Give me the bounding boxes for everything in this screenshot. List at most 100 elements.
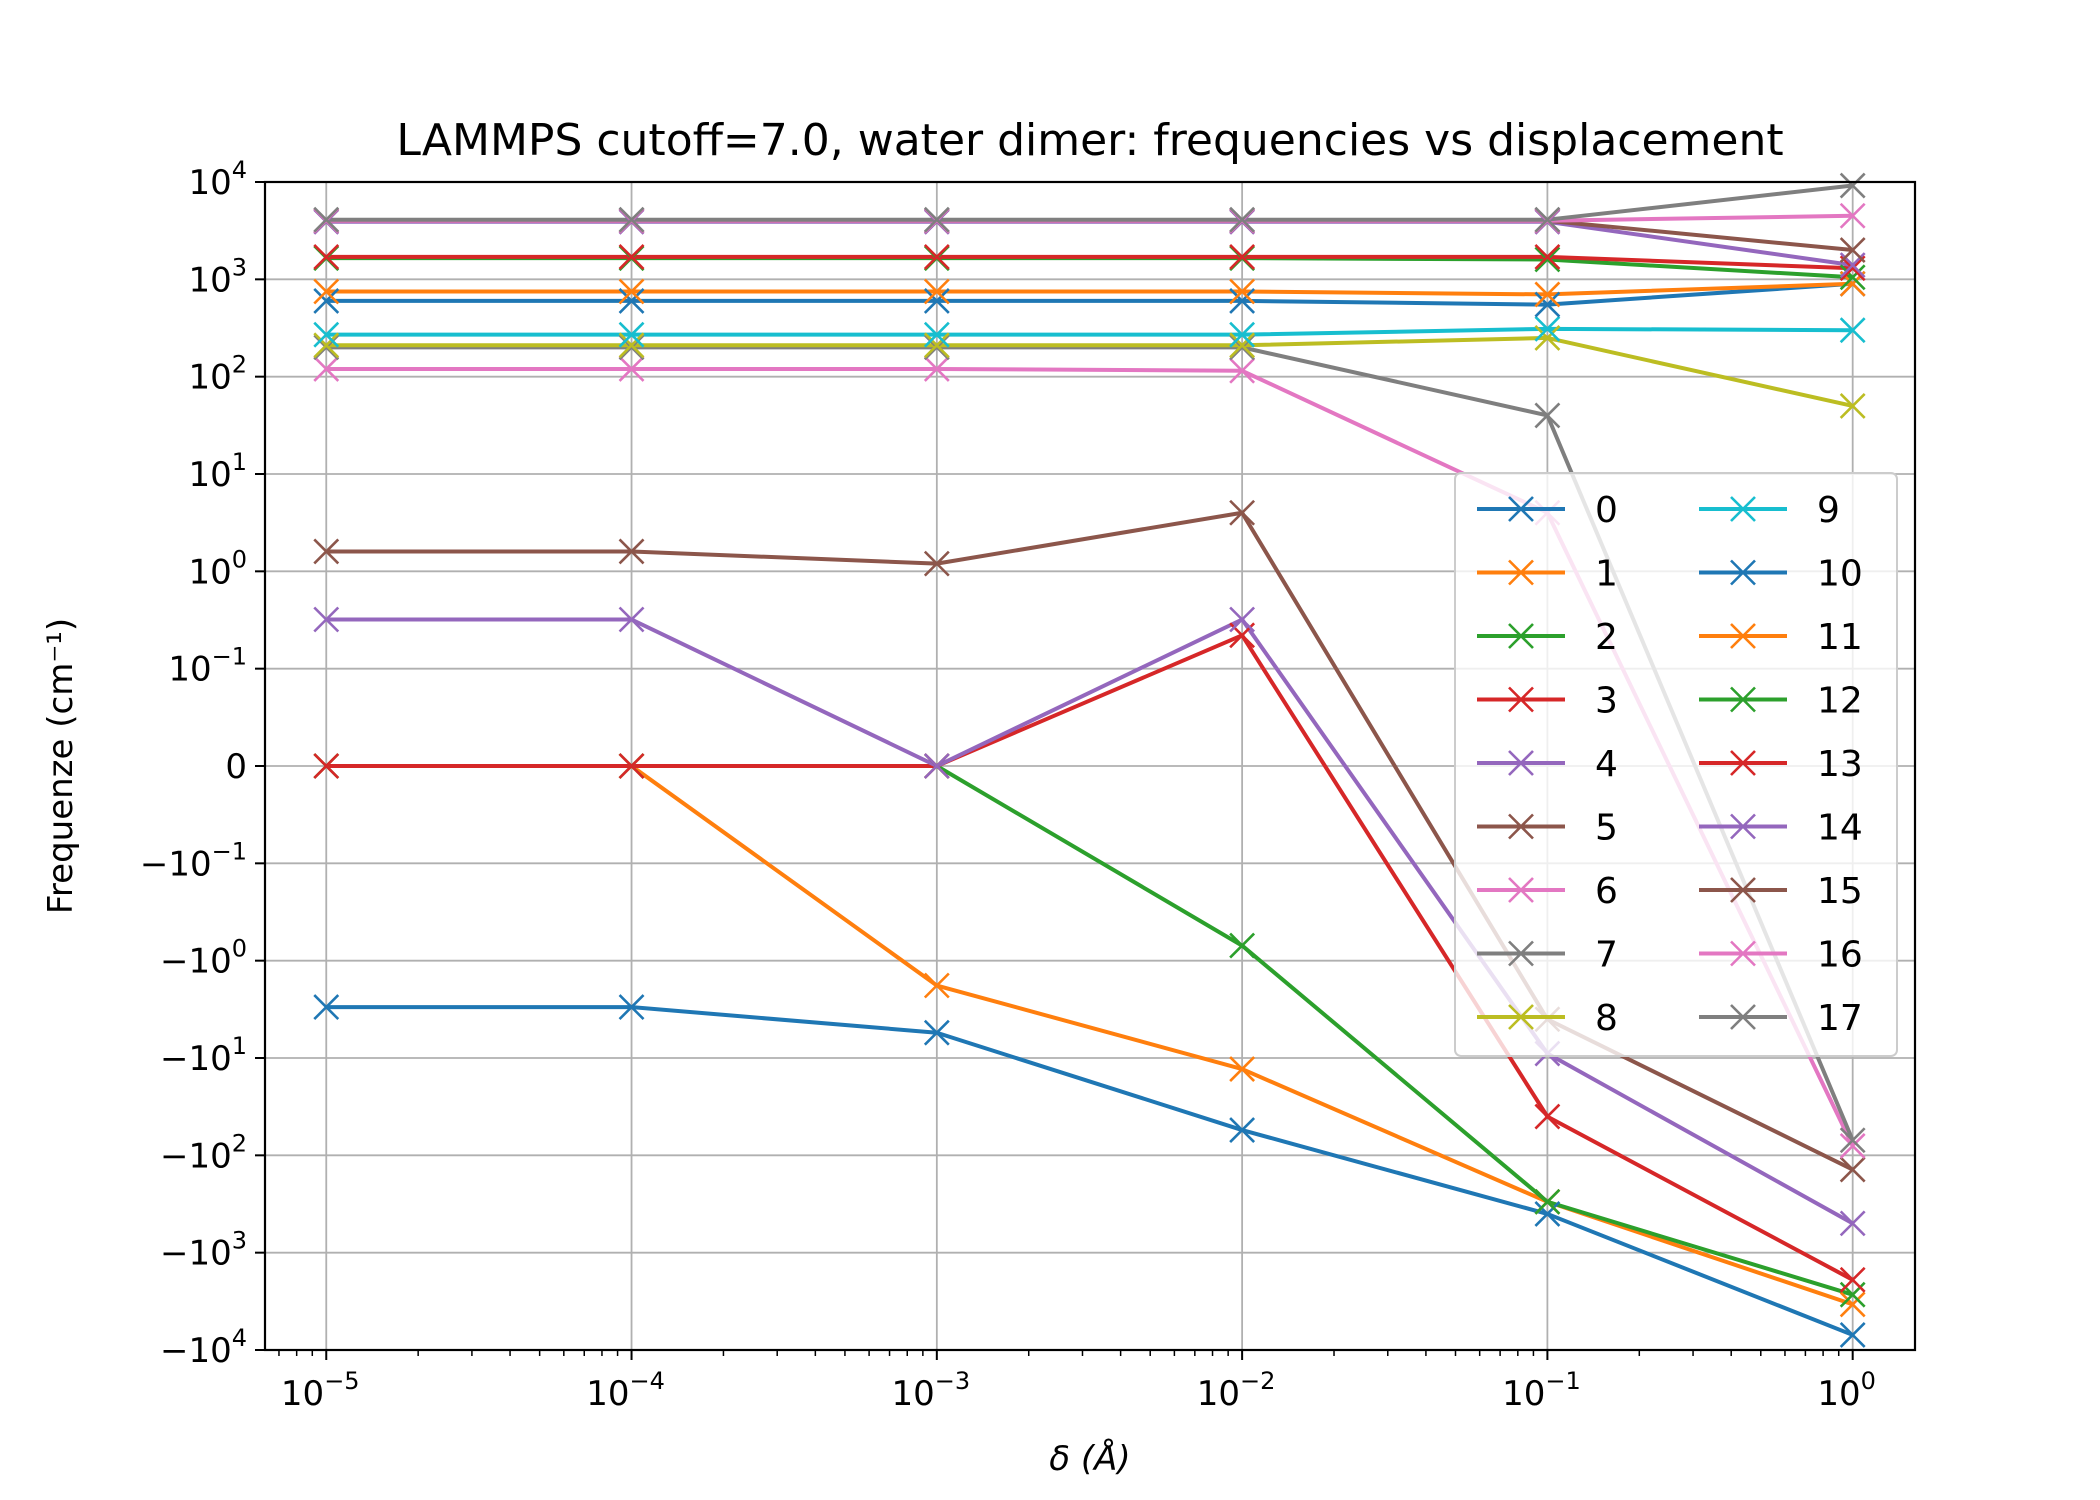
- legend-marker: [1508, 813, 1534, 840]
- series-point-3: [1839, 1266, 1866, 1293]
- marker-cross: [923, 288, 950, 314]
- y-tick-label-base: −10: [160, 1136, 232, 1176]
- marker-cross: [1839, 393, 1866, 419]
- legend-marker: [1730, 750, 1756, 776]
- marker-cross: [923, 321, 950, 348]
- series-line-17: [326, 183, 1853, 222]
- legend-marker: [1508, 686, 1534, 713]
- marker-cross: [1534, 291, 1561, 318]
- series-point-11: [618, 278, 645, 305]
- series-point-0: [313, 994, 340, 1021]
- legend-label: 10: [1817, 554, 1863, 595]
- marker-cross: [1730, 813, 1756, 840]
- y-tick-label-base: 10: [188, 552, 231, 592]
- marker-cross: [1839, 1132, 1866, 1159]
- series-point-7: [313, 334, 340, 361]
- marker-cross: [313, 321, 340, 348]
- series-point-1: [923, 972, 950, 999]
- marker-cross: [1839, 317, 1866, 344]
- series-point-0: [1534, 1201, 1561, 1227]
- marker-cross: [313, 288, 340, 314]
- legend-label: 13: [1817, 744, 1863, 785]
- marker-cross: [1508, 940, 1534, 967]
- legend-label: 6: [1595, 871, 1618, 912]
- series-point-11: [1534, 281, 1561, 308]
- legend-item-14: 14: [1699, 808, 1863, 849]
- x-tick-label-base: 10: [1197, 1374, 1240, 1414]
- legend-marker: [1730, 559, 1756, 586]
- legend-item-7: 7: [1477, 935, 1618, 976]
- series-point-17: [1839, 172, 1866, 199]
- series-point-8: [618, 332, 645, 359]
- marker-cross: [923, 278, 950, 305]
- x-tick-label-base: 10: [586, 1374, 629, 1414]
- series-point-7: [618, 334, 645, 361]
- marker-cross: [313, 753, 340, 779]
- marker-cross: [1839, 1291, 1866, 1318]
- y-tick-label: −100: [160, 935, 247, 982]
- series-point-5: [923, 550, 950, 577]
- series-line-10: [326, 281, 1853, 307]
- legend-box: [1454, 472, 1898, 1057]
- marker-cross: [618, 288, 645, 314]
- series-point-6: [1839, 1132, 1866, 1159]
- series-point-2: [1229, 932, 1256, 959]
- series-point-17: [313, 206, 340, 233]
- y-tick-label-exponent: 4: [232, 1324, 247, 1352]
- series-point-5: [618, 538, 645, 565]
- legend-marker: [1730, 623, 1756, 649]
- marker-cross: [1730, 686, 1756, 713]
- y-tick-label-base: 0: [225, 747, 247, 787]
- legend-item-0: 0: [1477, 490, 1618, 531]
- y-tick-label: −10−1: [140, 837, 247, 884]
- legend-marker: [1508, 750, 1534, 776]
- y-tick-label: −104: [160, 1324, 247, 1371]
- legend-label: 4: [1595, 744, 1618, 785]
- y-tick-label-exponent: 1: [232, 1032, 247, 1060]
- series-point-17: [1534, 206, 1561, 233]
- legend-item-9: 9: [1699, 490, 1840, 531]
- legend-marker: [1730, 877, 1756, 903]
- series-point-0: [618, 994, 645, 1021]
- marker-cross: [618, 334, 645, 361]
- series-point-9: [618, 321, 645, 348]
- series-point-3: [618, 753, 645, 779]
- series-point-17: [618, 206, 645, 233]
- marker-cross: [1508, 877, 1534, 903]
- y-tick-label: 101: [188, 448, 247, 495]
- marker-cross: [1839, 264, 1866, 291]
- legend-marker: [1508, 877, 1534, 903]
- legend-item-4: 4: [1477, 744, 1618, 785]
- series-point-2: [1534, 1188, 1561, 1215]
- series-point-8: [1229, 332, 1256, 359]
- series-point-6: [313, 356, 340, 382]
- series-line-13: [326, 254, 1853, 271]
- legend-label: 11: [1817, 617, 1863, 658]
- y-tick-label-exponent: −1: [212, 837, 247, 865]
- legend-item-17: 17: [1699, 998, 1863, 1039]
- marker-cross: [1730, 750, 1756, 776]
- legend-item-10: 10: [1699, 554, 1863, 595]
- marker-cross: [1508, 496, 1534, 522]
- y-tick-label-base: 10: [168, 650, 211, 690]
- y-axis-label: Frequenze (cm⁻¹): [41, 618, 81, 914]
- marker-cross: [923, 332, 950, 359]
- series-point-9: [923, 321, 950, 348]
- series-point-10: [1229, 288, 1256, 314]
- x-tick-label: 10−3: [892, 1367, 971, 1414]
- marker-cross: [1534, 315, 1561, 342]
- y-tick-label-base: −10: [160, 1331, 232, 1371]
- y-tick-label-exponent: −1: [212, 643, 247, 671]
- marker-cross: [313, 606, 340, 633]
- legend-item-3: 3: [1477, 681, 1618, 722]
- series-point-0: [1229, 1117, 1256, 1143]
- series-point-13: [1839, 255, 1866, 282]
- legend-item-12: 12: [1699, 681, 1863, 722]
- series-point-4: [923, 753, 950, 779]
- marker-cross: [1229, 932, 1256, 959]
- y-tick-label-base: 10: [188, 358, 231, 398]
- marker-cross: [1229, 321, 1256, 348]
- series-point-10: [618, 288, 645, 314]
- y-tick-label: −101: [160, 1032, 247, 1079]
- y-tick-label-base: −10: [140, 844, 212, 884]
